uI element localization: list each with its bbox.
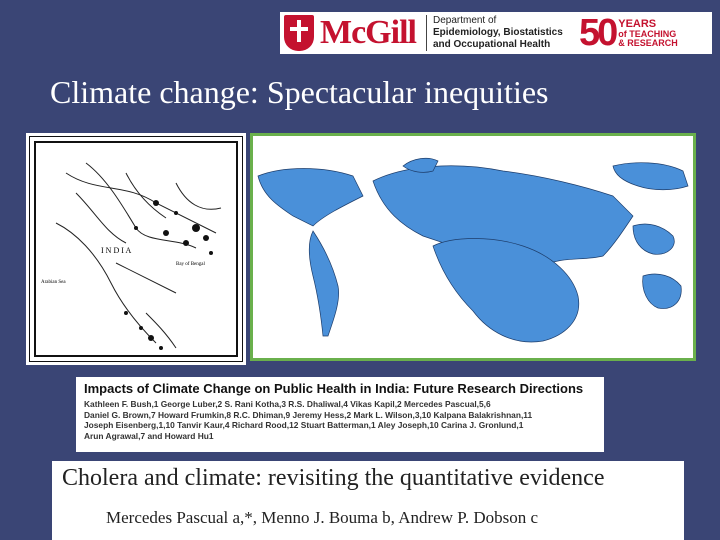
anniversary-text: YEARS of TEACHING & RESEARCH [618,17,678,48]
world-cartogram-drawing [257,157,689,343]
india-river-map: I N D I A Arabian Sea Bay of Bengal [26,133,246,365]
banner-divider [425,15,427,51]
map-inner-frame [34,141,238,357]
world-cartogram [250,133,696,361]
slide-title: Climate change: Spectacular inequities [50,74,549,110]
paper-india-climate-health: Impacts of Climate Change on Public Heal… [76,377,604,452]
department-name: Department of Epidemiology, Biostatistic… [432,15,563,50]
india-map-drawing: I N D I A Arabian Sea Bay of Bengal [41,162,222,350]
paper-cholera-climate: Cholera and climate: revisiting the quan… [52,461,684,540]
paper2-title: Cholera and climate: revisiting the quan… [62,465,605,491]
anniversary-logo: 50 YEARS of TEACHING & RESEARCH [579,12,678,55]
anniversary-number: 50 [578,11,618,54]
bay-of-bengal-label: Bay of Bengal [176,262,205,267]
mcgill-crest-icon [284,15,314,51]
paper1-title: Impacts of Climate Change on Public Heal… [84,381,584,396]
paper2-authors: Mercedes Pascual a,*, Menno J. Bouma b, … [106,508,539,527]
india-label: I N D I A [101,246,131,255]
mcgill-logo-word: McGill [320,14,417,51]
mcgill-banner: McGill Department of Epidemiology, Biost… [280,12,712,54]
map-outer-frame [29,136,243,362]
paper1-authors: Kathleen F. Bush,1 George Luber,2 S. Ran… [84,399,533,441]
arabian-sea-label: Arabian Sea [41,280,66,285]
